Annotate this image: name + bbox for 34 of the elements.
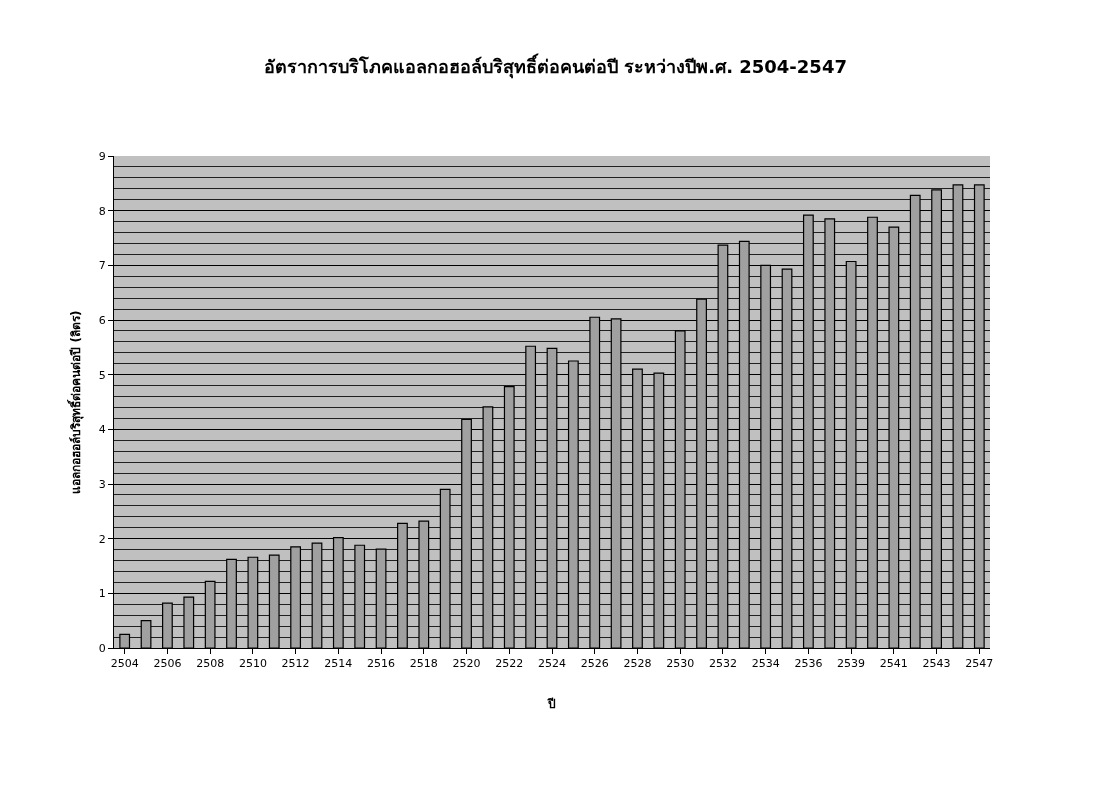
x-tick-label: 2522: [495, 657, 524, 671]
x-tick-label: 2504: [110, 657, 139, 671]
x-tick-label: 2508: [196, 657, 225, 671]
x-tick-label: 2524: [538, 657, 566, 671]
y-tick-label: 5: [98, 368, 106, 382]
x-tick-label: 2510: [238, 657, 267, 671]
x-tick-label: 2530: [666, 657, 695, 671]
y-tick-label: 0: [98, 641, 106, 655]
x-tick-label: 2534: [751, 657, 780, 671]
x-tick-label: 2514: [324, 657, 353, 671]
x-tick-label: 2532: [708, 657, 737, 671]
y-tick-label: 9: [98, 149, 106, 163]
y-tick-label: 6: [98, 313, 106, 327]
x-tick-label: 2520: [452, 657, 481, 671]
y-tick-label: 2: [98, 532, 106, 546]
x-tick-label: 2528: [623, 657, 652, 671]
x-tick-label: 2536: [794, 657, 823, 671]
x-tick-label: 2547: [965, 657, 994, 671]
x-tick-label: 2539: [837, 657, 866, 671]
y-tick-label: 3: [98, 477, 106, 491]
y-tick-label: 7: [98, 259, 106, 273]
y-tick-label: 8: [98, 204, 106, 218]
x-tick-label: 2512: [281, 657, 310, 671]
y-axis-title: แอลกอฮอล์บริสุทธิ์ต่อคนต่อปี (ลิตร): [67, 310, 85, 494]
x-tick-label: 2543: [922, 657, 951, 671]
y-tick-label: 4: [98, 423, 106, 437]
x-axis-title: ปี: [547, 697, 556, 712]
y-tick-label: 1: [98, 587, 106, 601]
x-tick-label: 2516: [367, 657, 396, 671]
x-tick-label: 2526: [580, 657, 609, 671]
x-tick-label: 2518: [409, 657, 438, 671]
x-tick-label: 2541: [879, 657, 908, 671]
x-tick-label: 2506: [153, 657, 182, 671]
chart-title: อัตราการบริโภคแอลกอฮอล์บริสุทธิ์ต่อคนต่อปี ระหว่างปีพ.ศ. 2504-2547: [264, 53, 847, 80]
